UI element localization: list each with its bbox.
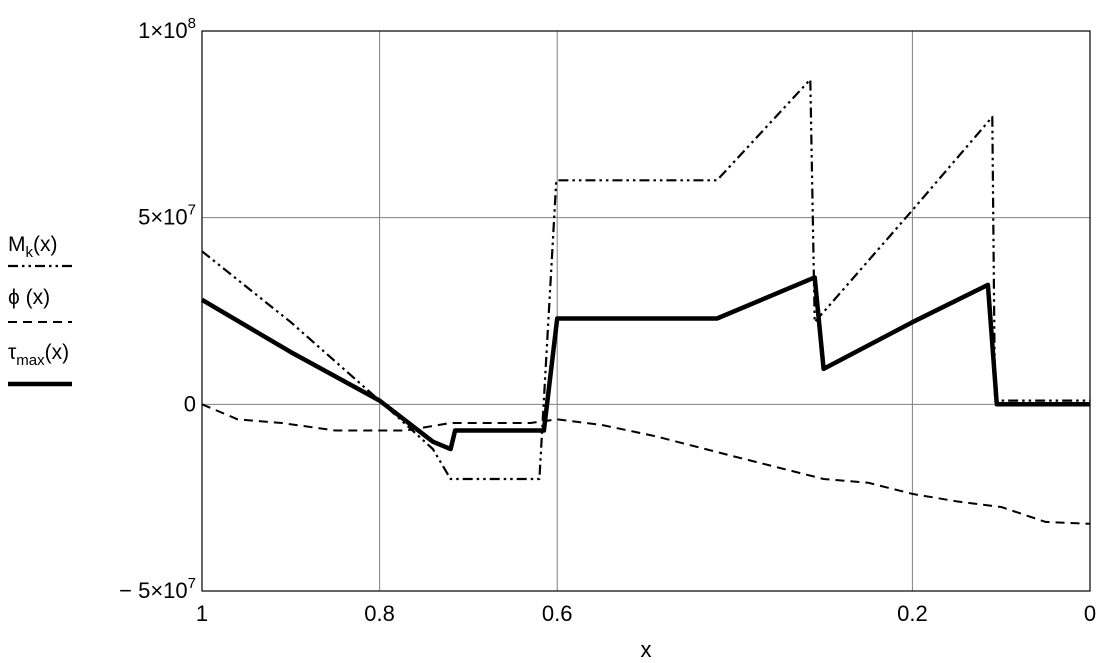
x-tick-label: 0 [1084,601,1096,626]
y-tick-label: − 5×107 [119,575,196,603]
x-tick-label: 0.2 [897,601,928,626]
legend-label-1: Mk(x) [8,233,58,261]
y-tick-label: 0 [184,391,196,416]
series-line-3 [200,275,1090,452]
legend-label-2: ϕ (x) [8,286,50,309]
legend: Mk(x) ϕ (x) τmax(x) [8,233,72,387]
plot-area [201,30,1091,592]
x-tick-label: 0.8 [364,601,395,626]
x-tick-label: 1 [196,601,208,626]
series-line-1 [201,78,1090,481]
x-tick-label: 0.6 [542,601,573,626]
y-axis-ticks: 1×108 5×107 0 − 5×107 [119,15,196,603]
series-line-2 [201,403,1091,525]
series-layer [200,78,1091,525]
y-tick-label: 1×108 [138,15,196,43]
x-axis-label: x [641,637,652,662]
legend-label-3: τmax(x) [8,341,69,369]
grid [201,30,1091,592]
x-axis-ticks: 1 0.8 0.6 0.2 0 [196,601,1096,626]
y-tick-label: 5×107 [138,202,196,230]
